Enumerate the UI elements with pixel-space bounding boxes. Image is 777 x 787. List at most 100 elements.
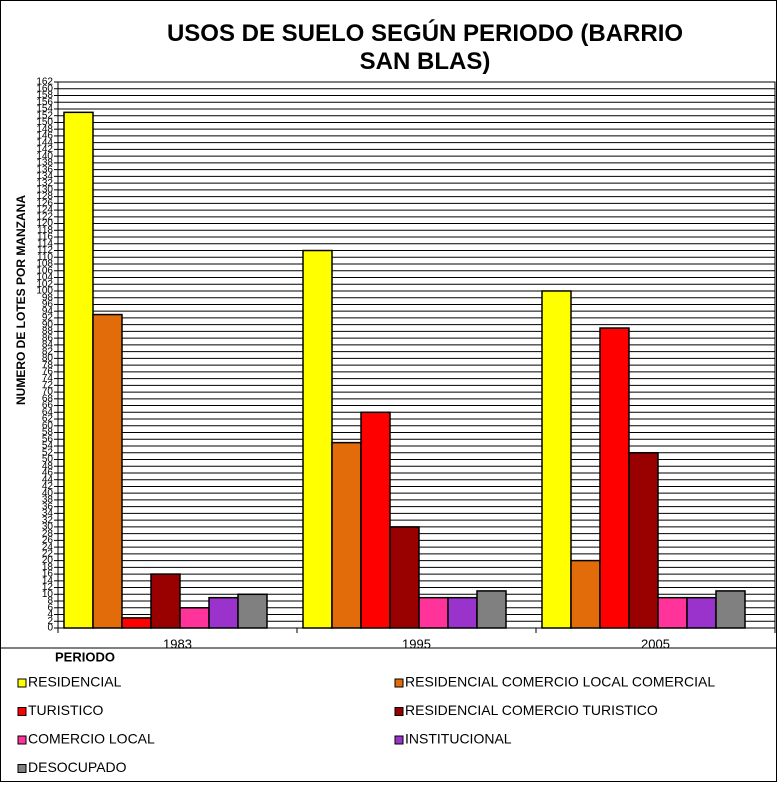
- y-tick-label: 156: [36, 97, 53, 108]
- y-tick-label: 128: [36, 191, 53, 202]
- chart-title-text: USOS DE SUELO SEGÚN PERIODO (BARRIO SAN B…: [167, 19, 683, 75]
- y-tick-label: 132: [36, 178, 53, 189]
- legend-label: RESIDENCIAL COMERCIO TURISTICO: [405, 702, 658, 718]
- bar: [476, 590, 507, 629]
- y-tick-label: 118: [37, 225, 53, 236]
- x-tick-label: 2005: [641, 636, 670, 651]
- bar: [447, 596, 478, 629]
- y-tick-label: 84: [42, 340, 54, 351]
- x-tick-label: 1983: [163, 636, 192, 651]
- y-tick-label: 116: [37, 232, 53, 243]
- y-tick-label: 100: [36, 286, 53, 297]
- legend-label: TURISTICO: [28, 702, 104, 718]
- y-tick-label: 38: [42, 495, 54, 506]
- bar: [570, 559, 601, 629]
- y-tick-label: 142: [36, 144, 53, 155]
- legend-swatch: [17, 678, 27, 688]
- y-tick-label: 62: [42, 414, 54, 425]
- y-tick-label: 36: [42, 501, 54, 512]
- bar: [237, 593, 268, 629]
- y-tick-label: 70: [42, 387, 54, 398]
- y-tick-label: 28: [42, 528, 54, 539]
- y-tick-label: 32: [42, 515, 54, 526]
- y-tick-label: 120: [36, 218, 53, 229]
- y-tick-label: 42: [42, 481, 54, 492]
- bar: [599, 327, 630, 629]
- y-tick-label: 14: [42, 575, 54, 586]
- y-tick-label: 22: [42, 548, 54, 559]
- y-tick-label: 158: [36, 90, 53, 101]
- y-tick-label: 56: [42, 434, 54, 445]
- y-tick-label: 134: [36, 171, 53, 182]
- bar: [418, 596, 449, 629]
- y-tick-label: 92: [42, 313, 54, 324]
- bar: [541, 290, 572, 629]
- y-tick-label: 138: [36, 158, 53, 169]
- bar: [92, 313, 123, 629]
- y-tick-label: 94: [42, 306, 54, 317]
- y-tick-label: 106: [36, 265, 53, 276]
- bar: [208, 596, 239, 629]
- y-tick-label: 76: [42, 366, 54, 377]
- bar: [63, 111, 94, 629]
- y-tick-label: 148: [36, 124, 53, 135]
- y-tick-label: 146: [36, 131, 53, 142]
- y-tick-label: 114: [37, 238, 53, 249]
- y-tick-label: 20: [42, 555, 54, 566]
- legend-label: INSTITUCIONAL: [405, 731, 512, 747]
- y-tick-label: 2: [47, 616, 53, 627]
- y-tick-label: 136: [36, 164, 53, 175]
- legend-swatch: [394, 707, 404, 716]
- legend-swatch: [394, 735, 404, 745]
- y-tick-label: 78: [42, 360, 54, 371]
- y-tick-label: 24: [42, 542, 54, 553]
- bar: [121, 617, 152, 629]
- y-tick-label: 16: [42, 569, 54, 580]
- y-tick-label: 40: [42, 488, 54, 499]
- legend-swatch: [17, 735, 27, 745]
- y-tick-label: 98: [42, 292, 54, 303]
- y-tick-label: 46: [42, 468, 54, 479]
- y-tick-label: 108: [36, 259, 53, 270]
- y-tick-label: 0: [47, 623, 53, 634]
- bar: [389, 526, 420, 629]
- y-tick-label: 82: [42, 346, 54, 357]
- y-tick-label: 110: [37, 252, 53, 263]
- y-tick-label: 4: [47, 609, 53, 620]
- y-tick-label: 150: [36, 117, 53, 128]
- y-tick-label: 18: [42, 562, 54, 573]
- y-tick-label: 126: [36, 198, 53, 209]
- y-tick-label: 86: [42, 333, 54, 344]
- y-tick-label: 152: [36, 110, 53, 121]
- y-tick-label: 66: [42, 400, 54, 411]
- y-tick-label: 44: [42, 474, 54, 485]
- y-tick-label: 10: [42, 589, 54, 600]
- y-tick-label: 12: [42, 582, 54, 593]
- bar: [150, 573, 181, 629]
- y-axis-title: NUMERO DE LOTES POR MANZANA: [14, 195, 28, 405]
- y-tick-label: 48: [42, 461, 54, 472]
- y-tick-label: 144: [36, 137, 53, 148]
- y-tick-label: 130: [36, 184, 53, 195]
- y-tick-label: 60: [42, 420, 54, 431]
- legend-label: COMERCIO LOCAL: [28, 731, 155, 747]
- bar: [628, 451, 659, 629]
- y-tick-label: 68: [42, 393, 54, 404]
- y-tick-label: 58: [42, 427, 54, 438]
- bar: [657, 596, 688, 629]
- bar: [179, 607, 210, 629]
- y-tick-label: 112: [37, 245, 53, 256]
- y-tick-label: 6: [47, 602, 53, 613]
- bar: [302, 249, 333, 629]
- bar: [686, 596, 717, 629]
- legend-label: RESIDENCIAL: [28, 674, 122, 690]
- y-tick-label: 140: [36, 151, 53, 162]
- bar: [360, 411, 391, 629]
- chart-title: USOS DE SUELO SEGÚN PERIODO (BARRIO SAN B…: [167, 19, 683, 75]
- y-tick-label: 8: [47, 596, 53, 607]
- y-tick-label: 154: [36, 104, 53, 115]
- y-tick-label: 102: [36, 279, 53, 290]
- y-tick-label: 80: [42, 353, 54, 364]
